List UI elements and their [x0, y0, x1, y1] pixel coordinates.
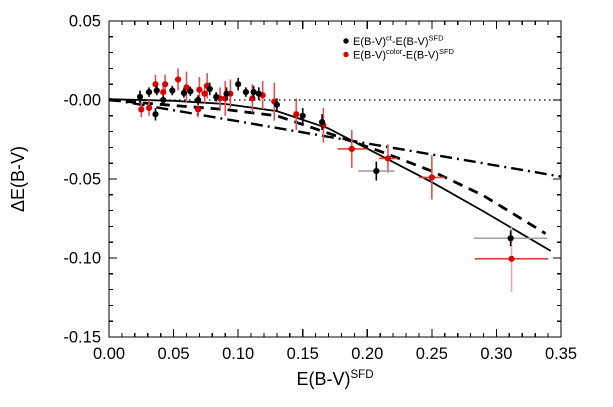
color-data-point	[196, 86, 203, 93]
solid-fit-line	[108, 98, 552, 252]
x-tick-label: 0.00	[93, 345, 125, 363]
ct-data-point	[206, 85, 213, 93]
x-tick-label: 0.30	[480, 345, 512, 363]
legend-label-ct: E(B-V)ct-E(B-V)SFD	[353, 34, 444, 49]
ct-data-point	[273, 101, 280, 108]
color-data-point	[201, 90, 208, 97]
ct-data-point	[373, 168, 380, 175]
color-data-point	[183, 84, 190, 91]
axes	[108, 20, 562, 338]
x-axis-title: E(B-V)SFD	[297, 369, 374, 389]
ct-data-point	[299, 112, 306, 119]
y-tick-label: -0.15	[63, 329, 101, 347]
color-data-point	[195, 106, 202, 113]
color-data-point	[348, 145, 355, 153]
x-tick-label: 0.05	[158, 345, 190, 363]
color-data-point	[249, 95, 256, 102]
color-data-point	[384, 155, 392, 162]
dashed-fit-line	[108, 98, 547, 235]
ct-data-point	[152, 111, 159, 118]
ct-data-point	[169, 87, 176, 94]
x-tick-label: 0.20	[351, 345, 383, 363]
color-data-point	[145, 104, 153, 111]
ct-data-point	[507, 235, 514, 242]
plot-frame	[108, 20, 562, 338]
tick-labels: 0.00 0.05 0.10 0.15 0.20 0.25 0.30 0.35 0.05 -0.0…	[8, 13, 577, 390]
legend-label-color: E(B-V)color-E(B-V)SFD	[353, 47, 455, 62]
ct-data-point	[213, 93, 220, 100]
ct-data-point	[255, 90, 262, 97]
x-tick-label: 0.10	[222, 345, 254, 363]
x-tick-label: 0.25	[416, 345, 448, 363]
legend-marker-ct	[343, 38, 349, 44]
color-data-point	[160, 89, 167, 96]
color-data-point	[508, 255, 515, 262]
ct-data-point	[195, 96, 202, 104]
ct-data-point	[153, 87, 160, 94]
series-color	[138, 68, 549, 292]
legend-marker-color	[343, 51, 349, 58]
ct-data-point	[242, 89, 249, 96]
color-data-point	[138, 106, 145, 113]
color-data-point	[162, 81, 169, 88]
y-tick-label: -0.10	[63, 250, 101, 268]
ct-data-point	[250, 89, 257, 96]
x-tick-label: 0.35	[545, 345, 577, 363]
ct-data-point	[187, 88, 194, 95]
ct-data-point	[223, 90, 230, 97]
color-data-point	[174, 76, 182, 83]
ct-data-point	[180, 89, 188, 96]
color-data-point	[428, 174, 435, 181]
dashdot-model-line	[108, 98, 562, 178]
y-axis-title: ΔE(B-V)	[8, 146, 28, 212]
series-ct	[136, 77, 548, 247]
color-data-point	[293, 111, 300, 118]
ct-data-point	[136, 93, 144, 100]
ct-data-point	[145, 89, 153, 96]
ct-data-point	[235, 81, 242, 88]
x-tick-label: 0.15	[287, 345, 319, 363]
y-tick-label: 0.05	[69, 13, 101, 31]
ct-data-point	[160, 96, 167, 104]
model-lines	[108, 98, 562, 252]
y-tick-label: -0.05	[63, 171, 101, 189]
ct-data-point	[318, 119, 326, 126]
color-data-point	[152, 81, 159, 88]
y-tick-label: -0.00	[63, 92, 101, 110]
